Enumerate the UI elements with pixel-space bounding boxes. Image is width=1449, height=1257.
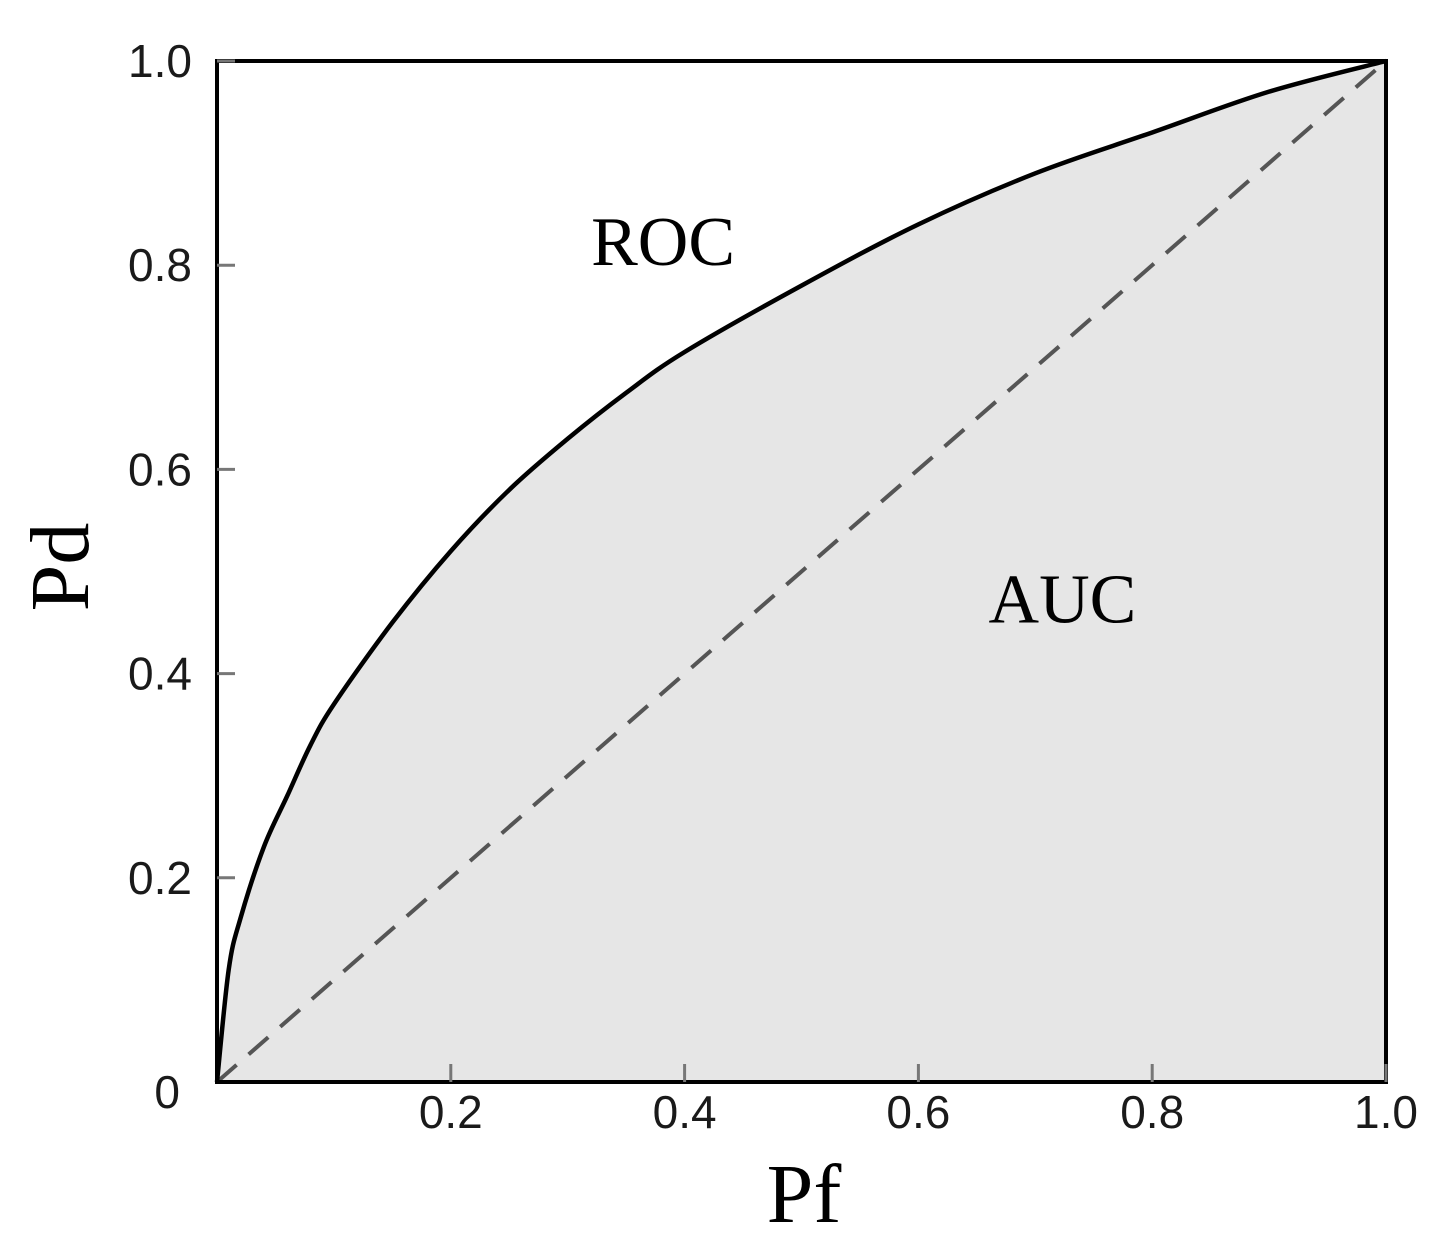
chance-diagonal-line <box>215 59 1388 1084</box>
plot-area <box>214 58 1388 1084</box>
roc-annotation: ROC <box>591 204 735 281</box>
y-tick-label: 0.2 <box>128 852 192 904</box>
x-tick-label: 0.4 <box>653 1086 717 1138</box>
y-tick-label: 0.8 <box>128 239 192 291</box>
y-tick-label: 0.6 <box>128 443 192 495</box>
y-axis-label: Pd <box>14 523 107 612</box>
axis-ticks: 0.2 0.4 0.6 0.8 1.0 0 0.2 0.4 0.6 0.8 1.0 <box>128 35 1418 1138</box>
y-tick-label: 0.4 <box>128 648 192 700</box>
x-tick-label: 1.0 <box>1354 1086 1418 1138</box>
x-tick-label: 0.6 <box>886 1086 950 1138</box>
x-tick-label: 0.2 <box>419 1086 483 1138</box>
plot-frame <box>215 59 1388 1084</box>
y-tick-label: 0 <box>154 1066 180 1118</box>
auc-annotation: AUC <box>989 562 1137 639</box>
x-tick-label: 0.8 <box>1120 1086 1184 1138</box>
x-axis-label: Pf <box>767 1148 842 1241</box>
y-tick-label: 1.0 <box>128 35 192 87</box>
roc-curve-line <box>214 58 1387 1083</box>
